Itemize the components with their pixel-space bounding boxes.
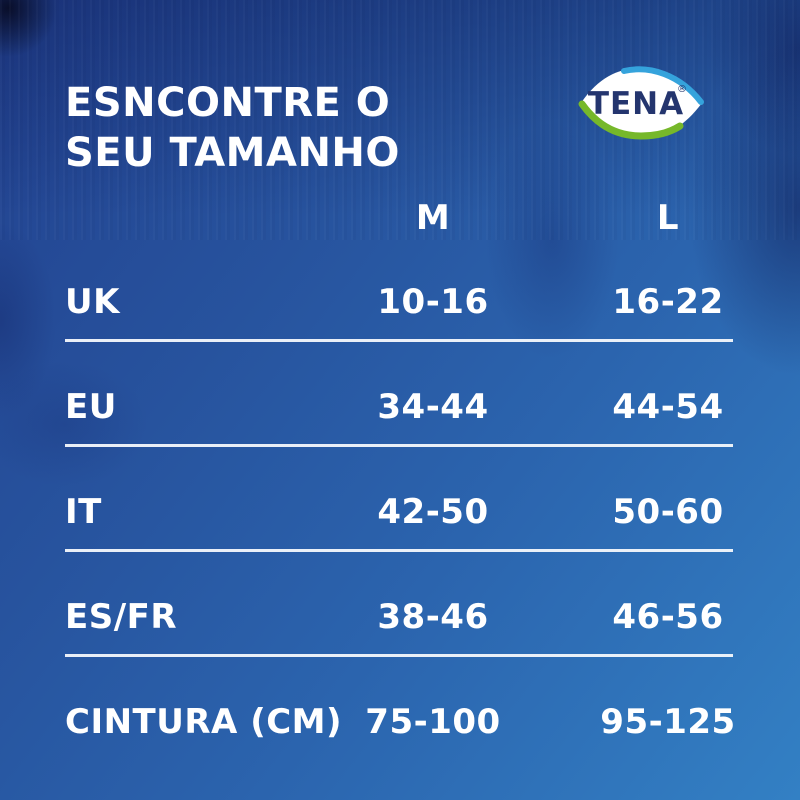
tena-logo: TENA ® [578,66,704,140]
row-label: ES/FR [65,596,178,637]
page-title: ESNCONTRE O SEU TAMANHO [65,78,400,178]
row-value-l: 44-54 [612,386,724,427]
tena-logo-blue-swoosh [621,66,704,105]
page-title-line1: ESNCONTRE O [65,80,391,126]
row-value-m: 75-100 [365,701,501,742]
column-header-m: M [415,198,451,238]
row-label: CINTURA (CM) [65,701,343,742]
row-label: IT [65,491,102,532]
row-value-m: 38-46 [377,596,489,637]
row-value-l: 95-125 [600,701,736,742]
row-value-m: 10-16 [377,281,489,322]
row-value-l: 16-22 [612,281,724,322]
tena-logo-lens-shape [581,68,702,138]
size-table: UK 10-16 16-22 EU 34-44 44-54 IT 42-50 5… [65,250,736,772]
row-label: UK [65,281,120,322]
tena-logo-wordmark: TENA [588,86,684,122]
page-title-line2: SEU TAMANHO [65,130,400,176]
row-value-l: 46-56 [612,596,724,637]
table-row-uk: UK 10-16 16-22 [65,250,733,342]
tena-logo-green-swoosh [578,100,684,140]
row-value-l: 50-60 [612,491,724,532]
row-value-m: 42-50 [377,491,489,532]
table-row-it: IT 42-50 50-60 [65,460,733,552]
column-header-l: L [656,198,680,238]
row-value-m: 34-44 [377,386,489,427]
table-row-eu: EU 34-44 44-54 [65,355,733,447]
registered-trademark-icon: ® [677,84,687,95]
size-column-headers: M L [65,188,733,248]
row-label: EU [65,386,117,427]
table-row-cintura: CINTURA (CM) 75-100 95-125 [65,670,736,759]
table-row-es-fr: ES/FR 38-46 46-56 [65,565,733,657]
